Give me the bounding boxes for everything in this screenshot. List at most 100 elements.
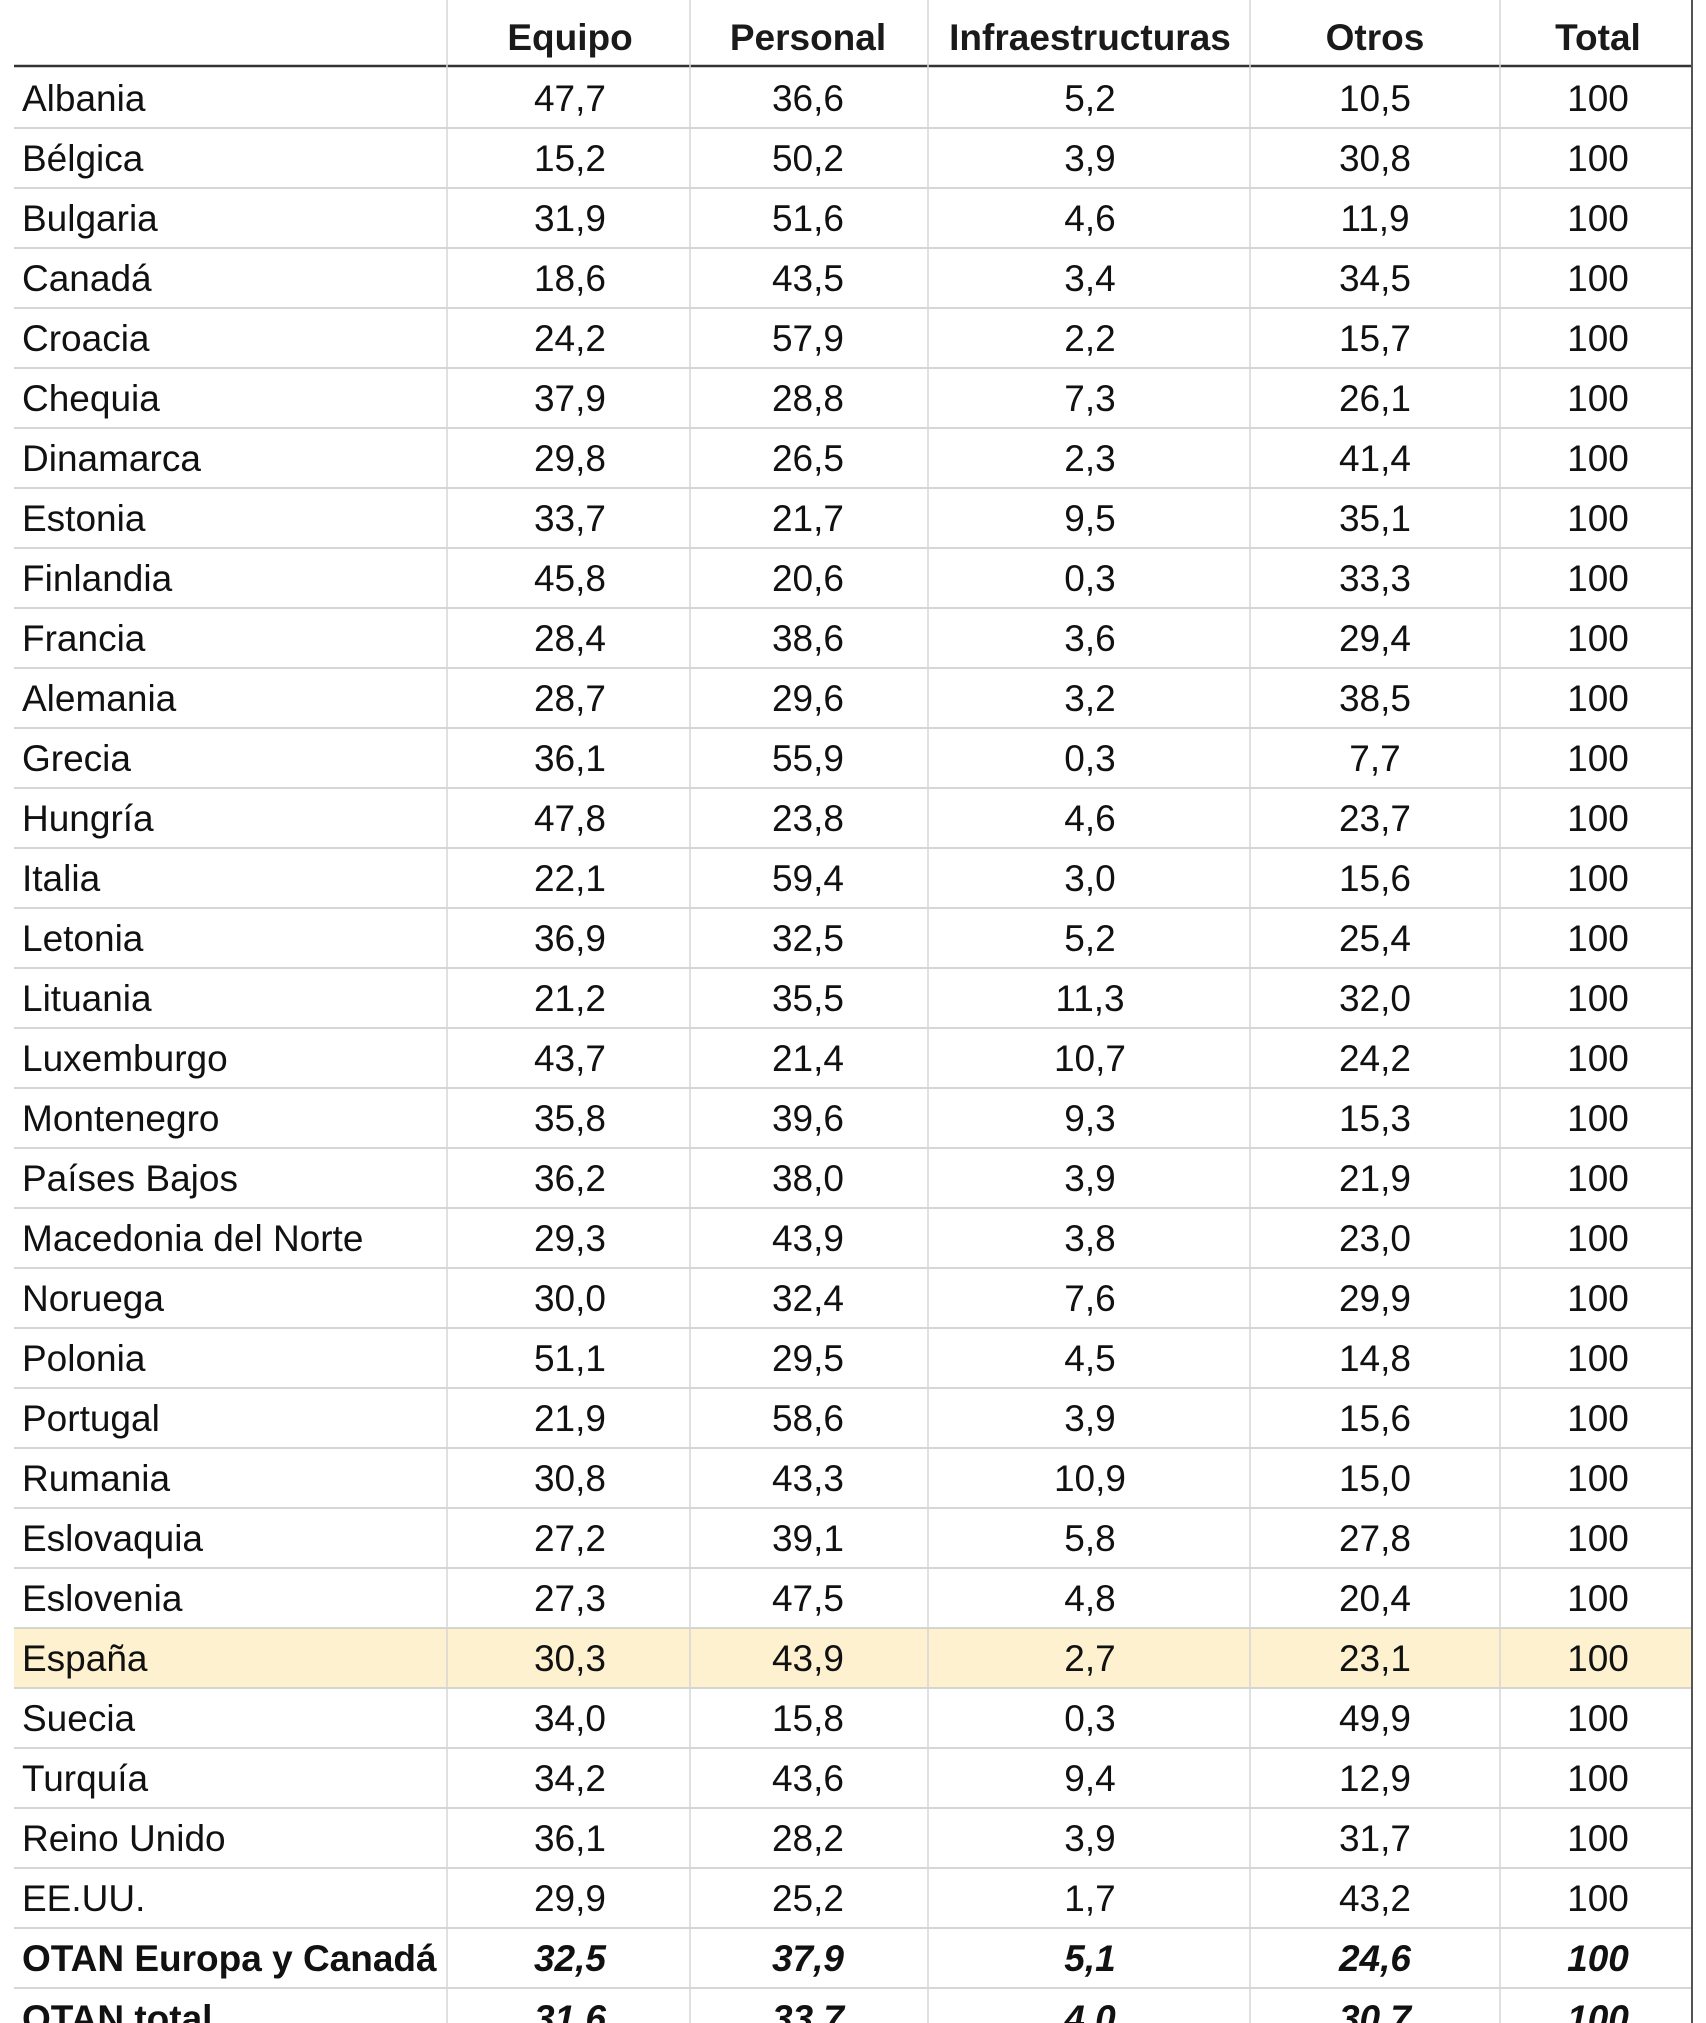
table-row-ee-uu-equipo-value: 29,9: [534, 1878, 606, 1919]
table-row-albania-infraestructuras-value: 5,2: [1064, 78, 1115, 119]
table-row-paises-bajos-infraestructuras-value: 3,9: [1064, 1158, 1115, 1199]
table-row-noruega-label: Noruega: [22, 1278, 164, 1319]
table-row-montenegro-total-value: 100: [1567, 1098, 1629, 1139]
table-row-noruega-equipo-value: 30,0: [534, 1278, 606, 1319]
table-row-bulgaria-personal-value: 51,6: [772, 198, 844, 239]
table-row-montenegro-background: [14, 1088, 1692, 1148]
table-row-polonia-equipo-value: 51,1: [534, 1338, 606, 1379]
table-row-polonia-background: [14, 1328, 1692, 1388]
table-row-portugal-infraestructuras-value: 3,9: [1064, 1398, 1115, 1439]
table-row-finlandia-total-value: 100: [1567, 558, 1629, 599]
table-row-montenegro-label: Montenegro: [22, 1098, 219, 1139]
table-row-macedonia-del-norte-personal-value: 43,9: [772, 1218, 844, 1259]
table-row-rumania-infraestructuras-value: 10,9: [1054, 1458, 1126, 1499]
total-row-otan-total-total-value: 100: [1567, 1998, 1629, 2023]
total-row-otan-europa-y-canada-infraestructuras-value: 5,1: [1064, 1938, 1115, 1979]
total-row-otan-total-background: [14, 1988, 1692, 2023]
table-row-dinamarca-label: Dinamarca: [22, 438, 201, 479]
table-row-letonia-otros-value: 25,4: [1339, 918, 1411, 959]
table-row-canada-infraestructuras-value: 3,4: [1064, 258, 1115, 299]
table-row-luxemburgo-equipo-value: 43,7: [534, 1038, 606, 1079]
table-row-portugal-personal-value: 58,6: [772, 1398, 844, 1439]
table-row-hungria-equipo-value: 47,8: [534, 798, 606, 839]
table-row-reino-unido-personal-value: 28,2: [772, 1818, 844, 1859]
table-row-grecia-label: Grecia: [22, 738, 131, 779]
table-row-canada-otros-value: 34,5: [1339, 258, 1411, 299]
table-row-croacia-otros-value: 15,7: [1339, 318, 1411, 359]
table-row-finlandia-personal-value: 20,6: [772, 558, 844, 599]
table-row-eslovaquia-background: [14, 1508, 1692, 1568]
table-row-chequia-label: Chequia: [22, 378, 160, 419]
table-row-croacia-total-value: 100: [1567, 318, 1629, 359]
table-row-belgica-equipo-value: 15,2: [534, 138, 606, 179]
table-row-grecia-equipo-value: 36,1: [534, 738, 606, 779]
column-header-personal: Personal: [730, 17, 886, 58]
table-row-noruega-total-value: 100: [1567, 1278, 1629, 1319]
table-row-italia-otros-value: 15,6: [1339, 858, 1411, 899]
table-row-canada-background: [14, 248, 1692, 308]
table-row-francia-equipo-value: 28,4: [534, 618, 606, 659]
table-row-croacia-background: [14, 308, 1692, 368]
table-row-reino-unido-label: Reino Unido: [22, 1818, 226, 1859]
table-row-reino-unido-infraestructuras-value: 3,9: [1064, 1818, 1115, 1859]
total-row-otan-total-otros-value: 30,7: [1339, 1998, 1413, 2023]
table-row-paises-bajos-label: Países Bajos: [22, 1158, 238, 1199]
table-row-portugal-equipo-value: 21,9: [534, 1398, 606, 1439]
table-row-chequia-infraestructuras-value: 7,3: [1064, 378, 1115, 419]
table-row-dinamarca-otros-value: 41,4: [1339, 438, 1411, 479]
table-row-hungria-otros-value: 23,7: [1339, 798, 1411, 839]
table-row-letonia-background: [14, 908, 1692, 968]
column-header-otros: Otros: [1326, 17, 1425, 58]
table-row-paises-bajos-background: [14, 1148, 1692, 1208]
table-row-luxemburgo-label: Luxemburgo: [22, 1038, 228, 1079]
table-row-noruega-infraestructuras-value: 7,6: [1064, 1278, 1115, 1319]
table-row-belgica-total-value: 100: [1567, 138, 1629, 179]
table-row-croacia-equipo-value: 24,2: [534, 318, 606, 359]
total-row-otan-total-label: OTAN total: [22, 1998, 212, 2023]
table-row-bulgaria-otros-value: 11,9: [1340, 198, 1409, 239]
table-row-letonia-total-value: 100: [1567, 918, 1629, 959]
table-row-portugal-otros-value: 15,6: [1339, 1398, 1411, 1439]
table-row-turquia-label: Turquía: [22, 1758, 149, 1799]
table-row-hungria-label: Hungría: [22, 798, 154, 839]
table-row-paises-bajos-personal-value: 38,0: [772, 1158, 844, 1199]
table-row-bulgaria-total-value: 100: [1567, 198, 1629, 239]
table-row-albania-equipo-value: 47,7: [534, 78, 606, 119]
total-row-otan-europa-y-canada-otros-value: 24,6: [1338, 1938, 1411, 1979]
table-row-luxemburgo-personal-value: 21,4: [772, 1038, 844, 1079]
table-row-finlandia-otros-value: 33,3: [1339, 558, 1411, 599]
table-row-estonia-label: Estonia: [22, 498, 146, 539]
table-row-noruega-background: [14, 1268, 1692, 1328]
table-row-paises-bajos-equipo-value: 36,2: [534, 1158, 606, 1199]
table-row-ee-uu-infraestructuras-value: 1,7: [1064, 1878, 1115, 1919]
table-row-suecia-background: [14, 1688, 1692, 1748]
table-row-canada-equipo-value: 18,6: [534, 258, 606, 299]
table-row-finlandia-infraestructuras-value: 0,3: [1064, 558, 1115, 599]
table-row-luxemburgo-total-value: 100: [1567, 1038, 1629, 1079]
table-row-macedonia-del-norte-total-value: 100: [1567, 1218, 1629, 1259]
table-row-alemania-equipo-value: 28,7: [534, 678, 606, 719]
table-row-espana-infraestructuras-value: 2,7: [1064, 1638, 1115, 1679]
table-row-montenegro-personal-value: 39,6: [772, 1098, 844, 1139]
table-row-portugal-label: Portugal: [22, 1398, 160, 1439]
table-row-luxemburgo-infraestructuras-value: 10,7: [1054, 1038, 1126, 1079]
table-row-letonia-personal-value: 32,5: [772, 918, 844, 959]
total-row-otan-total-personal-value: 33,7: [772, 1998, 846, 2023]
table-row-albania-personal-value: 36,6: [772, 78, 844, 119]
table-row-alemania-total-value: 100: [1567, 678, 1629, 719]
table-row-italia-background: [14, 848, 1692, 908]
table-row-francia-total-value: 100: [1567, 618, 1629, 659]
table-row-macedonia-del-norte-label: Macedonia del Norte: [22, 1218, 363, 1259]
table-row-lituania-personal-value: 35,5: [772, 978, 844, 1019]
table-row-suecia-equipo-value: 34,0: [534, 1698, 606, 1739]
table-row-suecia-personal-value: 15,8: [772, 1698, 844, 1739]
table-row-espana-background: [14, 1628, 1692, 1688]
table-row-turquia-total-value: 100: [1567, 1758, 1629, 1799]
table-row-reino-unido-otros-value: 31,7: [1339, 1818, 1411, 1859]
table-row-chequia-background: [14, 368, 1692, 428]
table-row-canada-personal-value: 43,5: [772, 258, 844, 299]
table-row-dinamarca-equipo-value: 29,8: [534, 438, 606, 479]
table-row-estonia-total-value: 100: [1567, 498, 1629, 539]
table-row-hungria-personal-value: 23,8: [772, 798, 844, 839]
table-row-belgica-background: [14, 128, 1692, 188]
